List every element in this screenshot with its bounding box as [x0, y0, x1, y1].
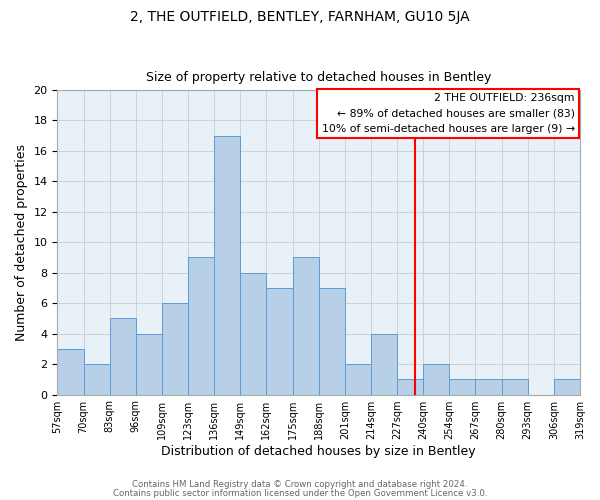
- Bar: [475, 380, 502, 394]
- Text: 2, THE OUTFIELD, BENTLEY, FARNHAM, GU10 5JA: 2, THE OUTFIELD, BENTLEY, FARNHAM, GU10 …: [130, 10, 470, 24]
- Bar: [188, 258, 214, 394]
- Bar: [423, 364, 449, 394]
- Bar: [83, 364, 110, 394]
- Bar: [554, 380, 580, 394]
- Text: 2 THE OUTFIELD: 236sqm
← 89% of detached houses are smaller (83)
10% of semi-det: 2 THE OUTFIELD: 236sqm ← 89% of detached…: [322, 93, 575, 134]
- Title: Size of property relative to detached houses in Bentley: Size of property relative to detached ho…: [146, 72, 491, 85]
- Bar: [266, 288, 293, 395]
- Bar: [397, 380, 423, 394]
- Text: Contains HM Land Registry data © Crown copyright and database right 2024.: Contains HM Land Registry data © Crown c…: [132, 480, 468, 489]
- Bar: [502, 380, 528, 394]
- Bar: [136, 334, 162, 394]
- Y-axis label: Number of detached properties: Number of detached properties: [15, 144, 28, 340]
- Bar: [162, 303, 188, 394]
- Bar: [214, 136, 241, 394]
- Bar: [449, 380, 475, 394]
- Bar: [58, 349, 83, 395]
- Bar: [110, 318, 136, 394]
- Bar: [319, 288, 345, 395]
- Bar: [241, 272, 266, 394]
- Bar: [293, 258, 319, 394]
- Text: Contains public sector information licensed under the Open Government Licence v3: Contains public sector information licen…: [113, 488, 487, 498]
- Bar: [345, 364, 371, 394]
- X-axis label: Distribution of detached houses by size in Bentley: Distribution of detached houses by size …: [161, 444, 476, 458]
- Bar: [371, 334, 397, 394]
